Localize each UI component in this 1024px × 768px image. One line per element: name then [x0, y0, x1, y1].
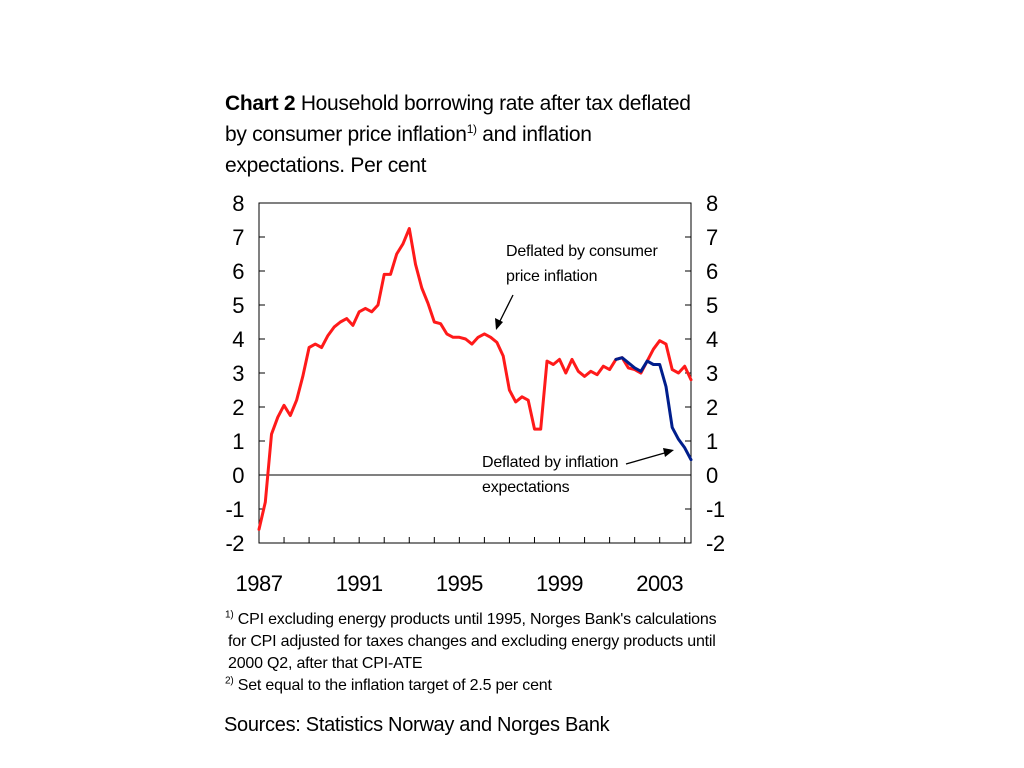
line-chart: -2 -1 0 1 2 3 4 5 6 7 8 -2 -1 0 1 2 3 4 5 6 7 8 1987 1991 1995… — [225, 191, 725, 596]
y-tick-label-left: 6 — [232, 259, 244, 284]
title-footnote-mark: 1) — [466, 122, 477, 136]
y-tick-label-right: 6 — [706, 259, 718, 284]
footnote-1-line-3: 2000 Q2, after that CPI-ATE — [228, 655, 423, 672]
footnote-1-line-2: for CPI adjusted for taxes changes and e… — [228, 633, 716, 650]
footnote-2-text: Set equal to the inflation target of 2.5… — [237, 677, 552, 694]
annotation-expectations-arrowhead — [663, 448, 674, 457]
title-text-2b: and inflation — [476, 123, 592, 146]
x-tick-label: 1995 — [436, 571, 483, 596]
x-tick-label: 1987 — [236, 571, 283, 596]
y-tick-label-left: 0 — [232, 463, 244, 488]
y-tick-label-right: 4 — [706, 327, 718, 352]
y-tick-label-left: 8 — [232, 191, 244, 216]
footnote-1-mark: 1) — [225, 609, 234, 621]
y-tick-label-left: 3 — [232, 361, 244, 386]
title-text-3: expectations. Per cent — [225, 154, 427, 177]
footnote-2: 2) Set equal to the inflation target of … — [225, 675, 765, 697]
series-line-1 — [614, 356, 693, 462]
y-tick-label-right: 1 — [706, 429, 718, 454]
title-line-2: by consumer price inflation1) and inflat… — [225, 119, 725, 150]
footnote-1-line-1: 1) CPI excluding energy products until 1… — [225, 609, 765, 631]
y-tick-label-right: -2 — [706, 531, 725, 556]
footnote-1-text-1: CPI excluding energy products until 1995… — [237, 611, 717, 628]
annotation-expectations-line2: expectations — [482, 479, 570, 496]
y-tick-label-left: 2 — [232, 395, 244, 420]
annotation-cpi-line2: price inflation — [506, 268, 597, 285]
footnote-2-mark: 2) — [225, 675, 234, 687]
x-tick-label: 1991 — [336, 571, 383, 596]
title-line-1: Chart 2 Household borrowing rate after t… — [225, 88, 725, 119]
annotation-expectations-line1: Deflated by inflation — [482, 454, 618, 471]
y-tick-label-left: -2 — [225, 531, 244, 556]
chart-title: Chart 2 Household borrowing rate after t… — [225, 88, 725, 181]
series-line-0 — [257, 227, 693, 531]
annotation-cpi-arrow — [497, 294, 514, 326]
x-tick-label: 1999 — [536, 571, 583, 596]
y-tick-label-right: 7 — [706, 225, 718, 250]
title-line-3: expectations. Per cent — [225, 150, 725, 181]
annotation-cpi-line1: Deflated by consumer — [506, 243, 659, 260]
y-tick-label-right: -1 — [706, 497, 725, 522]
y-tick-label-left: 1 — [232, 429, 244, 454]
y-tick-label-right: 0 — [706, 463, 718, 488]
y-tick-label-left: 4 — [232, 327, 244, 352]
y-tick-label-right: 2 — [706, 395, 718, 420]
y-tick-label-left: -1 — [225, 497, 244, 522]
x-tick-label: 2003 — [636, 571, 683, 596]
y-tick-label-left: 7 — [232, 225, 244, 250]
sources-note: Sources: Statistics Norway and Norges Ba… — [224, 714, 610, 736]
y-tick-label-right: 8 — [706, 191, 718, 216]
title-text-2: by consumer price inflation — [225, 123, 467, 146]
y-tick-label-right: 5 — [706, 293, 718, 318]
y-tick-label-right: 3 — [706, 361, 718, 386]
title-text-1: Household borrowing rate after tax defla… — [300, 92, 691, 115]
annotation-expectations-arrow — [625, 451, 669, 465]
footnotes: 1) CPI excluding energy products until 1… — [225, 609, 765, 697]
annotation-cpi-arrowhead — [495, 318, 503, 330]
chart-number: Chart 2 — [225, 92, 296, 115]
y-tick-label-left: 5 — [232, 293, 244, 318]
